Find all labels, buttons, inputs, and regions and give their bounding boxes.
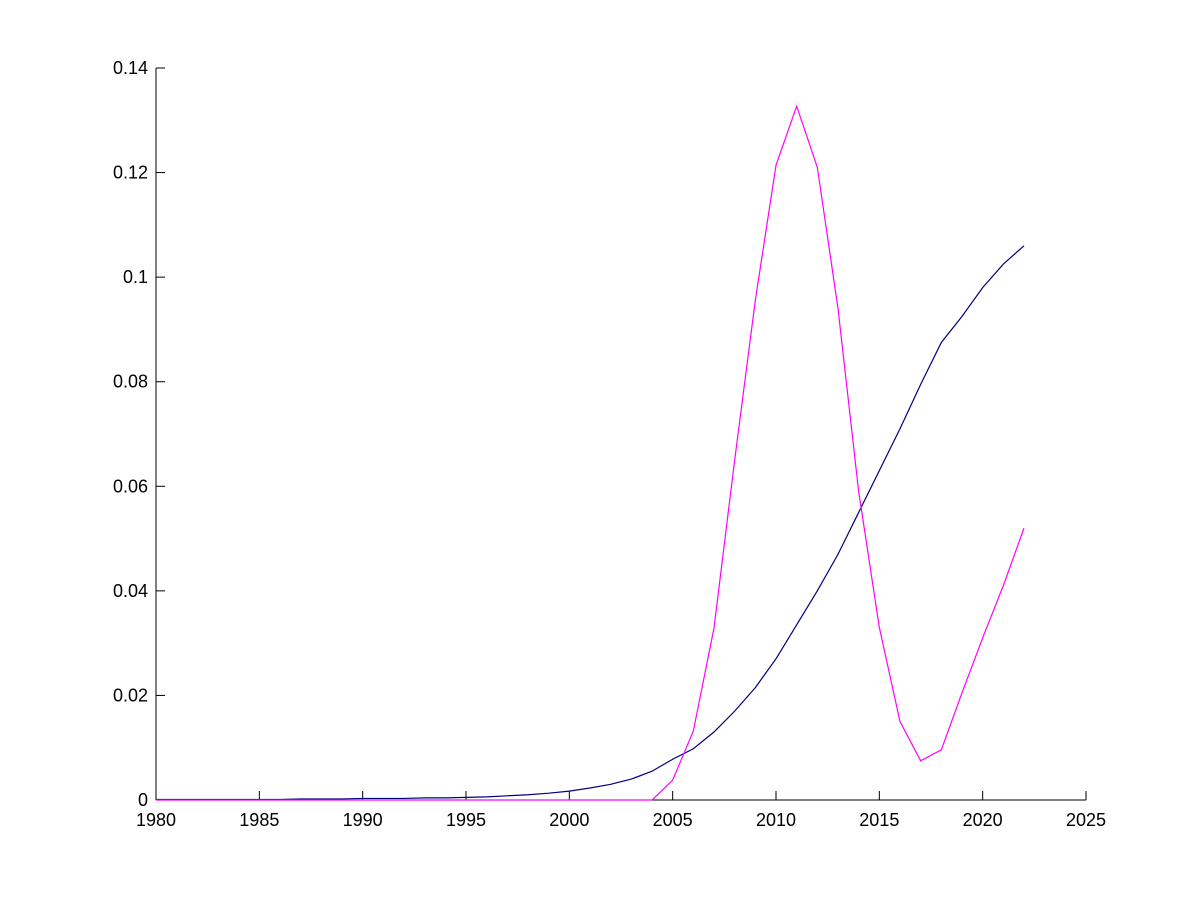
x-tick-label: 2020 <box>963 810 1003 830</box>
x-tick-label: 2015 <box>859 810 899 830</box>
x-tick-label: 2005 <box>653 810 693 830</box>
series-line <box>156 104 1025 801</box>
x-tick-label: 2010 <box>756 810 796 830</box>
x-tick-label: 1990 <box>343 810 383 830</box>
x-tick-label: 1995 <box>446 810 486 830</box>
y-tick-label: 0.02 <box>113 685 148 705</box>
x-tick-label: 1980 <box>136 810 176 830</box>
x-tick-label: 2025 <box>1066 810 1106 830</box>
y-tick-label: 0.04 <box>113 581 148 601</box>
y-tick-label: 0.12 <box>113 163 148 183</box>
x-tick-label: 1985 <box>239 810 279 830</box>
y-tick-label: 0.06 <box>113 476 148 496</box>
y-tick-label: 0.1 <box>123 267 148 287</box>
y-tick-label: 0 <box>138 790 148 810</box>
y-tick-label: 0.08 <box>113 372 148 392</box>
series-line <box>156 245 1025 801</box>
y-tick-label: 0.14 <box>113 58 148 78</box>
x-tick-label: 2000 <box>549 810 589 830</box>
